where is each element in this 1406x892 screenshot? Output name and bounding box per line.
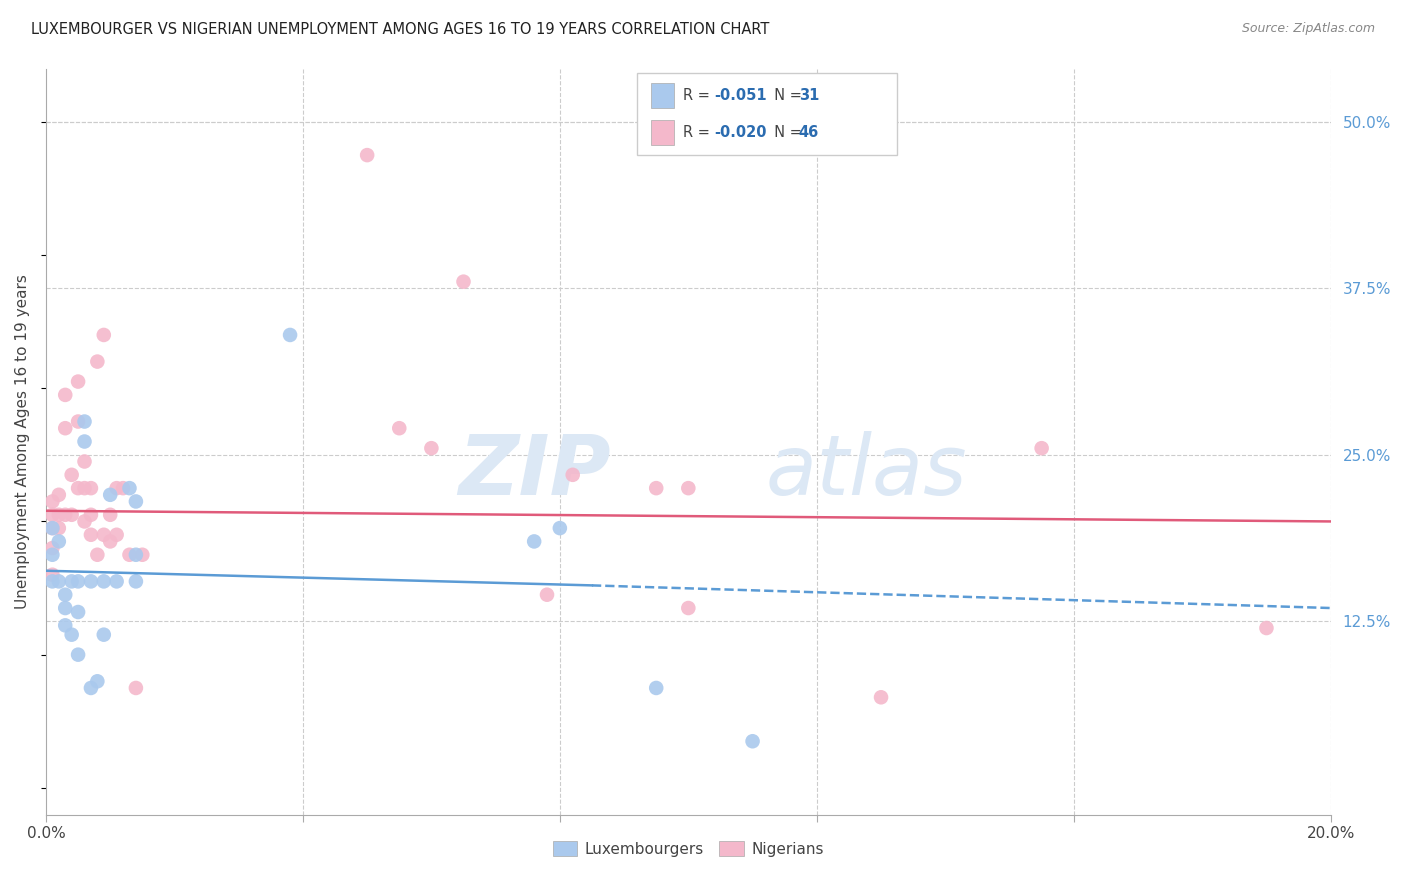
Point <box>48 534 70 549</box>
Point <box>453 275 475 289</box>
Point <box>870 690 893 705</box>
Text: -0.051: -0.051 <box>714 88 766 103</box>
Point <box>53 588 76 602</box>
Point <box>41 567 63 582</box>
Point <box>60 628 83 642</box>
Point <box>86 674 108 689</box>
Point <box>53 508 76 522</box>
Text: N =: N = <box>765 125 807 139</box>
Point <box>67 648 90 662</box>
Legend: Luxembourgers, Nigerians: Luxembourgers, Nigerians <box>547 835 830 863</box>
Point <box>41 541 63 555</box>
Text: LUXEMBOURGER VS NIGERIAN UNEMPLOYMENT AMONG AGES 16 TO 19 YEARS CORRELATION CHAR: LUXEMBOURGER VS NIGERIAN UNEMPLOYMENT AM… <box>31 22 769 37</box>
Point <box>523 534 546 549</box>
Point <box>80 574 103 589</box>
Text: Source: ZipAtlas.com: Source: ZipAtlas.com <box>1241 22 1375 36</box>
Point <box>41 574 63 589</box>
Point <box>118 481 141 495</box>
Point <box>678 601 700 615</box>
Point <box>67 574 90 589</box>
Text: -0.020: -0.020 <box>714 125 766 139</box>
Point <box>105 528 128 542</box>
Point <box>118 548 141 562</box>
Point <box>93 328 115 343</box>
Point <box>356 148 378 162</box>
Point <box>112 481 135 495</box>
Point <box>93 574 115 589</box>
Point <box>80 528 103 542</box>
Text: 31: 31 <box>799 88 820 103</box>
Point <box>41 521 63 535</box>
Point <box>48 508 70 522</box>
Point <box>98 508 121 522</box>
Point <box>73 415 96 429</box>
Point <box>105 481 128 495</box>
Point <box>67 375 90 389</box>
Point <box>125 681 148 695</box>
Point <box>678 481 700 495</box>
Point <box>60 508 83 522</box>
Point <box>67 605 90 619</box>
Point <box>73 515 96 529</box>
Point <box>1031 441 1053 455</box>
Point <box>125 494 148 508</box>
Point <box>125 574 148 589</box>
Point <box>420 441 443 455</box>
Point <box>41 494 63 508</box>
Y-axis label: Unemployment Among Ages 16 to 19 years: Unemployment Among Ages 16 to 19 years <box>15 274 30 609</box>
Point <box>125 548 148 562</box>
Point <box>48 488 70 502</box>
Point <box>86 548 108 562</box>
Point <box>53 618 76 632</box>
Point <box>645 681 668 695</box>
Point <box>53 388 76 402</box>
Text: atlas: atlas <box>765 431 967 512</box>
Text: R =: R = <box>683 125 714 139</box>
Point <box>98 488 121 502</box>
Point <box>278 328 301 343</box>
Point <box>548 521 571 535</box>
Point <box>536 588 558 602</box>
Point <box>48 574 70 589</box>
Text: 46: 46 <box>799 125 818 139</box>
Point <box>53 421 76 435</box>
Point <box>73 434 96 449</box>
Text: ZIP: ZIP <box>458 431 612 512</box>
Point <box>41 521 63 535</box>
Point <box>53 601 76 615</box>
Point <box>60 574 83 589</box>
Point <box>48 521 70 535</box>
Point <box>645 481 668 495</box>
Point <box>60 467 83 482</box>
Point <box>67 481 90 495</box>
Point <box>93 628 115 642</box>
Point <box>73 481 96 495</box>
Point <box>73 454 96 468</box>
Text: N =: N = <box>765 88 807 103</box>
Point <box>131 548 153 562</box>
Point <box>105 574 128 589</box>
Point <box>80 681 103 695</box>
Point <box>41 508 63 522</box>
Point <box>561 467 583 482</box>
Point <box>67 415 90 429</box>
Text: R =: R = <box>683 88 714 103</box>
Point <box>41 548 63 562</box>
Point <box>1256 621 1278 635</box>
Point <box>80 508 103 522</box>
Point <box>741 734 763 748</box>
Point <box>388 421 411 435</box>
Point <box>86 354 108 368</box>
Point <box>98 534 121 549</box>
Point <box>80 481 103 495</box>
Point <box>93 528 115 542</box>
